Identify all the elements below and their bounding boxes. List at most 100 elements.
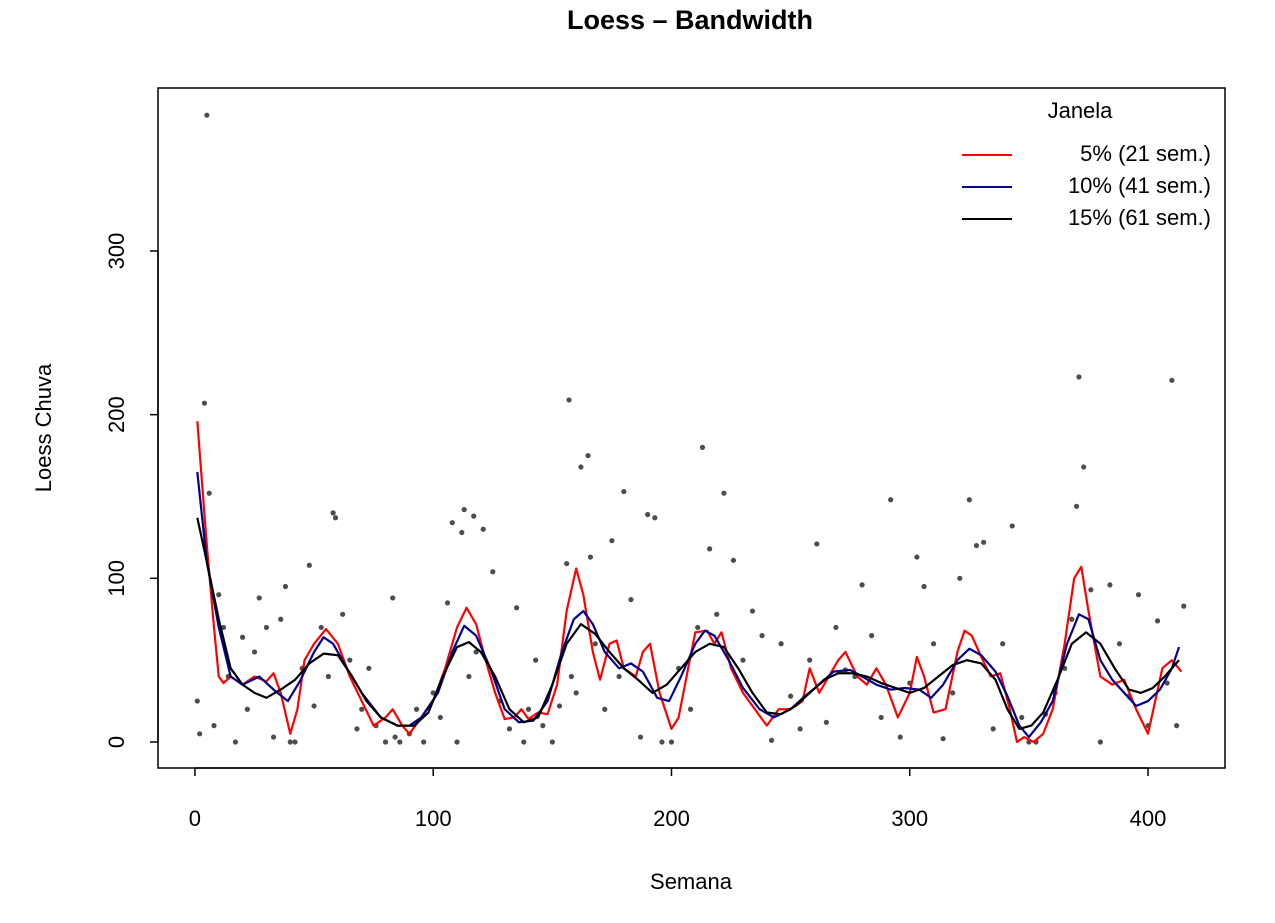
data-point [211, 723, 217, 729]
data-point [966, 497, 972, 503]
data-point [251, 649, 258, 655]
data-point [556, 703, 563, 709]
data-point [454, 739, 460, 745]
data-point [602, 706, 608, 712]
data-point [759, 633, 765, 639]
data-point [878, 714, 884, 721]
data-point [940, 736, 946, 742]
data-point [950, 690, 956, 696]
data-point [797, 726, 803, 732]
data-point [473, 649, 479, 655]
data-point [232, 739, 239, 745]
data-point [652, 515, 658, 521]
data-point [778, 641, 784, 647]
legend-label: 5% (21 sem.) [1080, 141, 1211, 166]
data-point [1169, 377, 1175, 383]
data-point [740, 657, 746, 663]
loess-line [196, 471, 1181, 739]
x-tick-label: 0 [189, 806, 201, 831]
data-point [471, 513, 477, 519]
data-point [730, 557, 737, 563]
data-point [282, 583, 289, 590]
data-point [1181, 603, 1187, 609]
data-point [263, 624, 270, 631]
data-point [306, 562, 312, 568]
x-tick-label: 200 [653, 806, 690, 831]
data-point [788, 693, 794, 699]
data-point [609, 538, 615, 544]
legend-label: 10% (41 sem.) [1068, 173, 1211, 198]
data-point [256, 595, 262, 601]
data-point [1135, 592, 1142, 598]
data-point [397, 739, 403, 745]
data-point [814, 541, 820, 547]
data-point [573, 690, 579, 696]
legend-title: Janela [1048, 98, 1114, 123]
data-point [990, 726, 996, 732]
data-point [466, 673, 472, 680]
data-point [859, 582, 865, 588]
data-point [637, 734, 644, 740]
data-point [366, 665, 372, 671]
data-point [201, 400, 208, 406]
data-point [957, 575, 963, 581]
data-point [292, 739, 298, 745]
data-point [437, 714, 443, 721]
data-point [699, 444, 706, 450]
data-point [768, 737, 775, 743]
data-point [244, 706, 250, 712]
data-point [270, 734, 277, 740]
data-point [325, 673, 331, 680]
x-tick-label: 100 [415, 806, 452, 831]
data-point [514, 605, 520, 611]
data-point [1097, 739, 1103, 745]
data-point [480, 526, 486, 532]
data-point [981, 539, 987, 545]
data-point [749, 608, 756, 614]
data-point [833, 624, 839, 631]
data-point [921, 583, 927, 590]
data-point [549, 739, 555, 745]
data-point [628, 596, 634, 603]
data-point [444, 600, 451, 606]
data-point [888, 497, 894, 503]
data-point [278, 616, 284, 622]
y-tick-label: 100 [104, 560, 129, 597]
data-point [687, 706, 694, 712]
data-point [897, 734, 903, 740]
data-point [311, 703, 317, 709]
data-point [566, 397, 572, 403]
data-point [239, 634, 246, 640]
data-point [521, 739, 527, 745]
data-point [695, 624, 701, 631]
x-tick-label: 300 [891, 806, 928, 831]
data-point [659, 739, 665, 745]
data-point [578, 464, 584, 470]
data-point [216, 592, 222, 598]
data-point [707, 546, 713, 552]
data-point [318, 624, 324, 631]
legend-label: 15% (61 sem.) [1068, 205, 1211, 230]
data-point [1081, 464, 1087, 470]
data-point [413, 706, 420, 712]
data-point [340, 611, 346, 617]
data-point [616, 673, 622, 680]
data-point [1107, 582, 1113, 588]
data-point [421, 739, 427, 745]
data-point [1019, 714, 1025, 721]
data-point [1000, 641, 1006, 647]
data-point [587, 554, 594, 560]
data-point [1073, 503, 1080, 509]
data-point [869, 633, 875, 639]
data-point [1088, 587, 1094, 593]
data-point [204, 112, 210, 118]
data-point [332, 515, 339, 521]
data-point [461, 506, 467, 513]
data-point [973, 542, 980, 549]
data-point [1154, 618, 1161, 624]
data-point [449, 520, 455, 526]
data-point [490, 569, 496, 575]
chart-title: Loess – Bandwidth [567, 5, 813, 35]
data-point [1069, 616, 1075, 622]
